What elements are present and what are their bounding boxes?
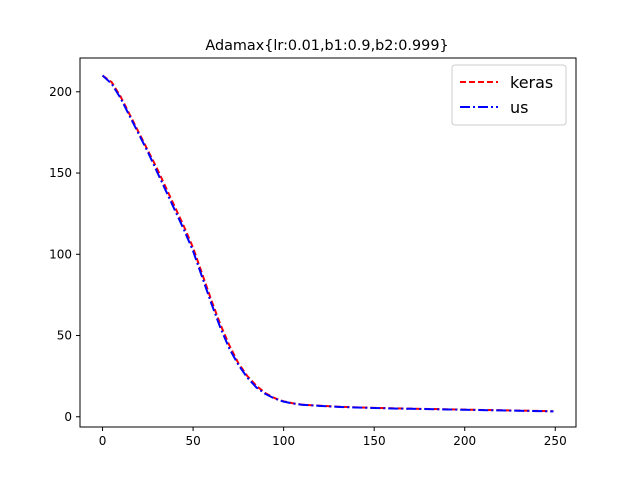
x-tick-label: 250 bbox=[544, 434, 567, 448]
legend-label-us: us bbox=[510, 98, 528, 117]
y-tick-label: 0 bbox=[64, 410, 72, 424]
y-tick-label: 100 bbox=[49, 247, 72, 261]
plot-area bbox=[101, 74, 554, 413]
x-axis: 0 50 100 150 200 250 bbox=[99, 427, 567, 448]
y-axis: 0 50 100 150 200 bbox=[49, 85, 80, 424]
plot-frame bbox=[79, 57, 577, 428]
x-tick-label: 0 bbox=[99, 434, 107, 448]
chart-title: Adamax{lr:0.01,b1:0.9,b2:0.999} bbox=[205, 38, 448, 54]
x-tick-label: 200 bbox=[453, 434, 476, 448]
x-tick-label: 100 bbox=[272, 434, 295, 448]
y-tick-label: 200 bbox=[49, 85, 72, 99]
y-tick-label: 50 bbox=[57, 329, 72, 343]
legend-box bbox=[451, 64, 567, 126]
x-tick-label: 150 bbox=[363, 434, 386, 448]
x-tick-label: 50 bbox=[185, 434, 200, 448]
legend-label-keras: keras bbox=[510, 73, 553, 92]
y-tick-label: 150 bbox=[49, 166, 72, 180]
series-line-us bbox=[101, 74, 554, 413]
legend: keras us bbox=[451, 64, 567, 126]
